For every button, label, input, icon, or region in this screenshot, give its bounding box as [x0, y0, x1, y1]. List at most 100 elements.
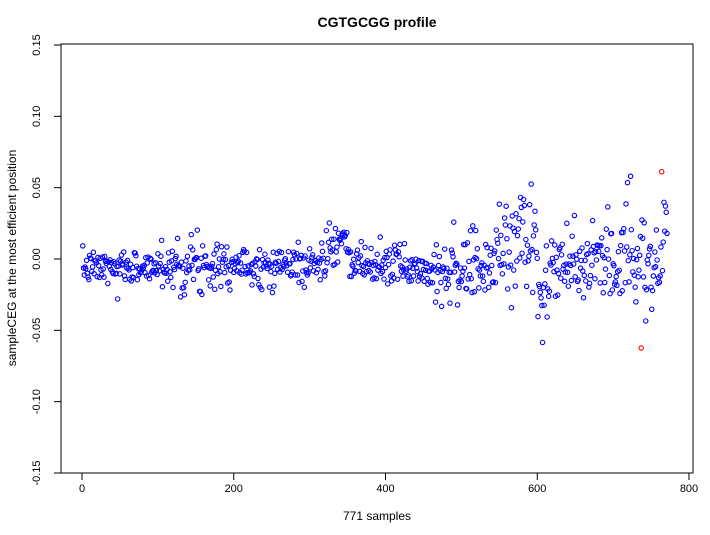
- data-point: [212, 286, 218, 293]
- data-point: [598, 235, 605, 241]
- data-point: [218, 244, 225, 250]
- data-point: [335, 230, 342, 237]
- data-point: [268, 263, 275, 269]
- data-point: [450, 254, 456, 260]
- data-point: [546, 288, 553, 294]
- data-point: [592, 248, 599, 255]
- data-point: [227, 287, 233, 293]
- data-point: [372, 258, 378, 265]
- data-point: [643, 286, 650, 293]
- data-point: [595, 248, 602, 255]
- data-point: [495, 255, 502, 262]
- data-point: [508, 304, 515, 311]
- data-point: [290, 256, 296, 263]
- data-point: [427, 279, 434, 285]
- data-point: [225, 262, 232, 269]
- data-point: [305, 270, 311, 276]
- data-point: [382, 264, 389, 271]
- data-point: [553, 254, 559, 261]
- data-point: [662, 203, 669, 209]
- data-point: [173, 253, 179, 260]
- data-point: [157, 260, 163, 267]
- data-point: [342, 232, 349, 239]
- data-point: [194, 227, 201, 233]
- data-point: [502, 222, 509, 228]
- data-point: [627, 173, 634, 180]
- data-point: [562, 269, 569, 275]
- data-point: [453, 260, 459, 267]
- data-point: [636, 252, 643, 259]
- data-point: [533, 249, 540, 256]
- data-point: [197, 288, 204, 295]
- data-point: [431, 251, 437, 258]
- data-point: [649, 306, 655, 313]
- data-point: [647, 243, 654, 250]
- data-point: [140, 265, 147, 271]
- data-point: [576, 287, 582, 294]
- data-point: [480, 278, 487, 285]
- y-tick-label: -0.05: [31, 318, 43, 343]
- data-point: [91, 270, 97, 277]
- data-point: [608, 230, 615, 237]
- x-tick-label: 0: [79, 483, 85, 495]
- data-point: [621, 248, 628, 254]
- data-point: [302, 253, 308, 259]
- data-point: [589, 262, 595, 268]
- data-point: [357, 253, 364, 259]
- data-point: [269, 289, 276, 296]
- x-tick-label: 600: [528, 483, 546, 495]
- data-point: [378, 262, 385, 268]
- data-point: [253, 263, 259, 269]
- data-point: [171, 266, 178, 273]
- data-point: [463, 286, 470, 292]
- data-point: [211, 251, 217, 257]
- data-point: [110, 270, 116, 277]
- data-point: [482, 287, 488, 293]
- data-point: [366, 267, 372, 274]
- data-point: [586, 280, 593, 287]
- data-point: [85, 274, 91, 280]
- data-point: [167, 268, 173, 275]
- data-point: [534, 255, 540, 262]
- data-point: [623, 201, 629, 207]
- data-point: [243, 249, 250, 256]
- data-point: [657, 273, 663, 279]
- data-point: [456, 284, 462, 291]
- data-point: [224, 244, 230, 250]
- data-point: [520, 219, 526, 225]
- data-point: [242, 263, 248, 270]
- y-tick-label: 0.15: [31, 34, 43, 55]
- data-point: [210, 274, 217, 280]
- data-point: [186, 267, 193, 273]
- data-point: [86, 276, 92, 283]
- outlier-point-red: [638, 345, 644, 351]
- data-point: [551, 242, 558, 248]
- data-point: [256, 246, 263, 253]
- data-point: [319, 248, 326, 255]
- data-point: [458, 278, 465, 285]
- data-point: [271, 270, 278, 277]
- data-point: [526, 201, 533, 208]
- data-point: [496, 201, 503, 207]
- y-tick-label: 0.00: [31, 248, 43, 269]
- data-point: [464, 240, 471, 246]
- data-point: [331, 236, 337, 242]
- data-point: [520, 196, 527, 203]
- data-point: [381, 254, 388, 261]
- data-point: [435, 262, 442, 269]
- x-tick-label: 400: [376, 483, 394, 495]
- y-axis-label: sampleCEG at the most efficient position: [5, 150, 19, 367]
- data-point: [559, 241, 566, 248]
- data-point: [348, 273, 355, 280]
- data-point: [385, 261, 392, 268]
- y-axis: -0.15 -0.10 -0.05 0.00 0.05 0.10 0.15: [31, 34, 61, 486]
- data-point: [355, 259, 361, 266]
- data-point: [146, 276, 153, 282]
- data-point: [262, 251, 268, 257]
- x-tick-label: 200: [225, 483, 243, 495]
- data-point: [544, 314, 550, 320]
- data-point: [218, 283, 224, 290]
- data-point: [294, 272, 301, 278]
- data-point: [102, 253, 108, 260]
- data-point: [609, 287, 616, 293]
